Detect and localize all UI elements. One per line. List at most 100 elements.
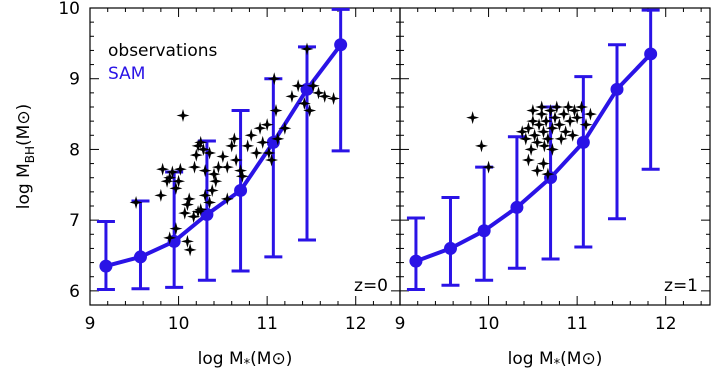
text-layer: 9 10 11 12 6 7 8 9 10 log M*(M⊙) log MBH(M⊙) z=0 obs…: [14, 0, 698, 372]
axes-layer: [89, 7, 711, 306]
observation-point: [550, 100, 564, 114]
observation-point: [253, 121, 267, 135]
observation-point: [521, 121, 535, 135]
observation-point: [205, 183, 219, 197]
observation-point: [575, 100, 589, 114]
sam-point: [576, 135, 590, 149]
observation-point: [198, 188, 212, 202]
sam-point: [610, 82, 624, 96]
sam-point: [200, 207, 214, 221]
observation-point: [173, 162, 187, 176]
observation-point: [180, 198, 194, 212]
observation-point: [278, 121, 292, 135]
observation-point: [466, 111, 480, 125]
observation-point: [482, 160, 496, 174]
observation-point: [198, 164, 212, 178]
observation-point: [545, 121, 559, 135]
observation-point: [225, 139, 239, 153]
observation-point: [271, 132, 285, 146]
observation-point: [260, 118, 274, 132]
observation-point: [203, 195, 217, 209]
observation-point: [303, 104, 317, 118]
observation-point: [536, 157, 550, 171]
observation-point: [535, 100, 549, 114]
observation-point: [262, 146, 276, 160]
observation-point: [554, 132, 568, 146]
observation-point: [300, 42, 314, 56]
observation-point: [194, 135, 208, 149]
observation-point: [474, 139, 488, 153]
observation-point: [156, 162, 170, 176]
observation-point: [530, 135, 544, 149]
observation-point: [165, 165, 179, 179]
legend-entry: SAM: [108, 64, 145, 84]
observation-point: [563, 114, 577, 128]
observation-point: [570, 111, 584, 125]
x-axis-label: log M*(M⊙): [508, 349, 603, 372]
observation-point: [129, 195, 143, 209]
observation-point: [557, 107, 571, 121]
observation-point: [163, 171, 177, 185]
x-tick-label: 9: [85, 314, 96, 334]
observation-point: [297, 96, 311, 110]
sam-point: [99, 259, 113, 273]
observation-point: [535, 107, 549, 121]
observation-point: [187, 210, 201, 224]
observation-point: [541, 167, 555, 181]
observation-point: [552, 118, 566, 132]
sam-point: [409, 254, 423, 268]
observation-point: [579, 118, 593, 132]
observation-point: [194, 203, 208, 217]
observation-point: [244, 128, 258, 142]
y-tick-label: 8: [69, 140, 80, 160]
observation-point: [183, 243, 197, 257]
panel-label: z=1: [664, 276, 698, 296]
observation-point: [524, 142, 538, 156]
observation-point: [306, 79, 320, 93]
observation-point: [188, 160, 202, 174]
sam-point: [443, 241, 457, 255]
observation-point: [539, 114, 553, 128]
observation-point: [318, 89, 332, 103]
x-tick-label: 11: [566, 314, 588, 334]
observation-point: [191, 139, 205, 153]
observation-point: [227, 132, 241, 146]
observation-point: [196, 142, 210, 156]
panel-label: z=0: [354, 276, 388, 296]
observation-point: [191, 205, 205, 219]
observation-point: [548, 111, 562, 125]
observation-point: [182, 192, 196, 206]
observation-point: [216, 150, 230, 163]
observation-point: [567, 104, 581, 118]
observation-point: [312, 86, 326, 100]
observation-point: [528, 128, 542, 142]
observation-point: [229, 153, 243, 167]
y-axis-label: log MBH(M⊙): [14, 104, 37, 209]
observation-point: [209, 174, 223, 188]
observation-point: [189, 148, 203, 162]
observation-point: [541, 132, 555, 146]
observation-point: [169, 222, 183, 236]
observation-point: [269, 104, 283, 118]
observation-point: [207, 167, 221, 181]
observation-point: [526, 104, 540, 118]
observation-point: [256, 135, 270, 149]
observation-point: [327, 92, 341, 106]
observation-point: [537, 139, 551, 153]
x-axis-label: log M*(M⊙): [198, 349, 293, 372]
observation-point: [291, 79, 305, 93]
data-layer: [96, 7, 660, 291]
observation-point: [172, 174, 186, 188]
observation-point: [163, 231, 177, 245]
observation-point: [203, 146, 217, 160]
observation-point: [515, 125, 529, 139]
observation-point: [265, 153, 279, 167]
y-tick-label: 9: [69, 70, 80, 90]
observation-point: [545, 142, 559, 156]
observation-point: [154, 188, 168, 202]
observation-point: [583, 107, 597, 121]
x-tick-label: 11: [256, 314, 278, 334]
y-tick-label: 10: [58, 0, 80, 19]
